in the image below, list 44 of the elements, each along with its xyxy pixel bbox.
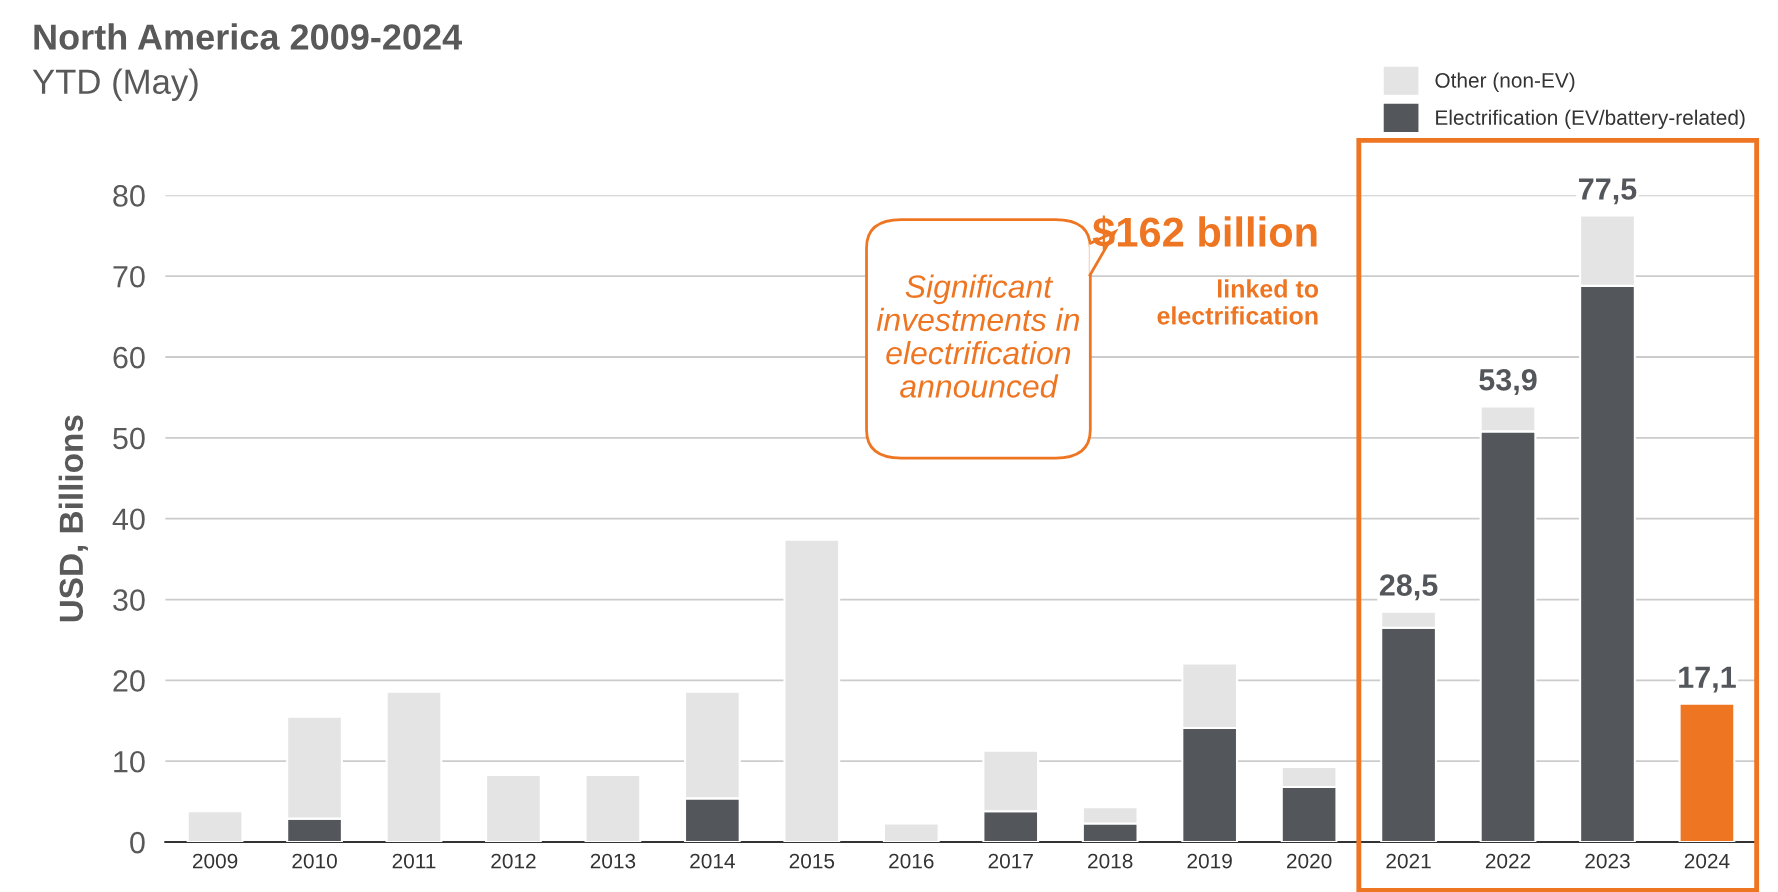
x-tick-label: 2018 bbox=[1088, 853, 1133, 869]
bar bbox=[1678, 702, 1736, 843]
bar bbox=[783, 538, 841, 843]
x-tick-label: 2010 bbox=[292, 853, 337, 869]
chart-title: North America 2009-2024 bbox=[34, 23, 463, 50]
annotation: Significant investments in electrification announced bbox=[876, 274, 1080, 398]
y-tick-label: 50 bbox=[113, 427, 145, 450]
x-tick-label: 2014 bbox=[690, 853, 735, 869]
x-tick-label: 2009 bbox=[192, 853, 238, 869]
total-label: 77,5 bbox=[1579, 178, 1637, 205]
x-tick-label: 2023 bbox=[1585, 853, 1630, 869]
x-tick-label: 2022 bbox=[1485, 853, 1531, 869]
total-label: 28,5 bbox=[1379, 574, 1438, 601]
y-tick-label: 20 bbox=[113, 670, 145, 692]
bar bbox=[186, 810, 244, 843]
x-tick-label: 2015 bbox=[789, 853, 835, 869]
x-tick-label: 2011 bbox=[392, 853, 436, 869]
x-tick-label: 2012 bbox=[491, 853, 536, 869]
bar bbox=[485, 773, 542, 843]
x-tick-label: 2024 bbox=[1684, 853, 1730, 869]
chart-subtitle: YTD (May) bbox=[32, 68, 198, 101]
y-tick-label: 0 bbox=[130, 831, 145, 854]
y-tick-label: 80 bbox=[113, 185, 145, 207]
y-tick-label: 30 bbox=[113, 589, 145, 611]
y-tick-label: 10 bbox=[114, 750, 145, 773]
bar bbox=[385, 690, 443, 843]
bar bbox=[882, 822, 940, 843]
bar bbox=[584, 773, 642, 843]
x-tick-label: 2019 bbox=[1187, 853, 1232, 869]
x-tick-label: 2020 bbox=[1286, 853, 1332, 869]
total-label: 53,9 bbox=[1479, 368, 1537, 396]
x-tick-label: 2021 bbox=[1386, 853, 1431, 869]
annotation: $162 billion bbox=[1092, 215, 1317, 250]
legend-label: Electrification (EV/battery-related) bbox=[1436, 109, 1745, 130]
x-tick-label: 2013 bbox=[590, 853, 636, 869]
y-tick-label: 40 bbox=[112, 508, 145, 531]
x-tick-label: 2016 bbox=[889, 853, 934, 869]
y-tick-label: 70 bbox=[113, 265, 145, 288]
total-label: 17,1 bbox=[1679, 666, 1736, 693]
x-tick-label: 2017 bbox=[988, 853, 1033, 869]
legend-label: Other (non-EV) bbox=[1435, 72, 1575, 92]
y-axis-title: USD, Billions bbox=[58, 415, 88, 622]
annotation: linked to electrification bbox=[1157, 279, 1319, 325]
y-tick-label: 60 bbox=[113, 346, 145, 369]
